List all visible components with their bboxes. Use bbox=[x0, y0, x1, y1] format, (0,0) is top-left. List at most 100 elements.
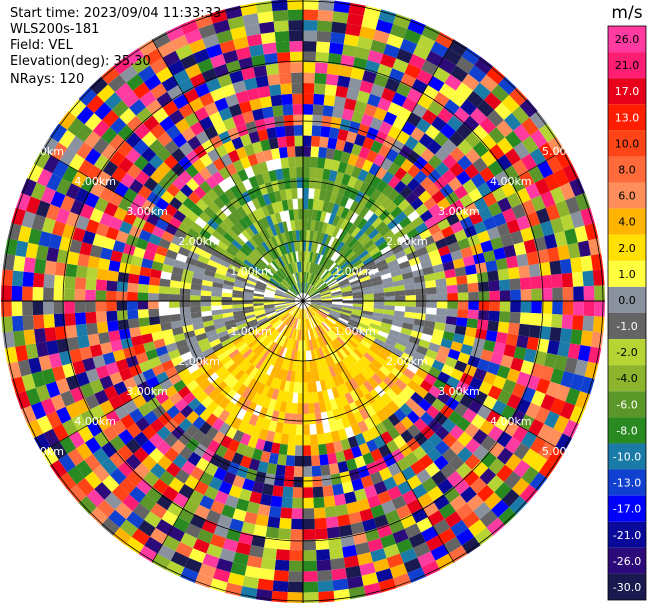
velocity-cell bbox=[373, 514, 389, 529]
velocity-cell bbox=[249, 323, 260, 332]
velocity-cell bbox=[340, 207, 350, 220]
velocity-cell bbox=[529, 436, 547, 455]
velocity-cell bbox=[219, 221, 231, 233]
velocity-cell bbox=[330, 237, 339, 249]
velocity-cell bbox=[261, 271, 272, 280]
velocity-cell bbox=[155, 345, 169, 357]
velocity-cell bbox=[223, 341, 235, 352]
velocity-cell bbox=[477, 182, 492, 198]
velocity-cell bbox=[465, 148, 481, 164]
velocity-cell bbox=[496, 464, 514, 482]
velocity-cell bbox=[84, 471, 102, 490]
velocity-cell bbox=[209, 533, 226, 549]
velocity-cell bbox=[245, 240, 256, 251]
velocity-cell bbox=[363, 582, 382, 597]
velocity-cell bbox=[274, 356, 282, 368]
velocity-cell bbox=[412, 483, 428, 499]
velocity-cell bbox=[54, 261, 67, 277]
velocity-cell bbox=[321, 301, 332, 305]
velocity-cell bbox=[257, 195, 267, 208]
velocity-cell bbox=[479, 419, 495, 436]
velocity-cell bbox=[313, 315, 321, 326]
velocity-cell bbox=[332, 578, 349, 591]
velocity-cell bbox=[330, 341, 339, 352]
velocity-cell bbox=[224, 5, 243, 20]
velocity-cell bbox=[53, 287, 65, 301]
velocity-cell bbox=[364, 404, 376, 418]
velocity-cell bbox=[406, 112, 422, 127]
velocity-cell bbox=[535, 378, 551, 395]
velocity-cell bbox=[279, 311, 289, 320]
velocity-cell bbox=[84, 130, 101, 149]
velocity-cell bbox=[435, 352, 448, 365]
velocity-cell bbox=[221, 296, 233, 301]
velocity-cell bbox=[256, 382, 266, 395]
colorbar-box bbox=[608, 78, 646, 105]
velocity-cell bbox=[456, 528, 475, 546]
velocity-cell bbox=[483, 492, 502, 510]
velocity-cell bbox=[404, 289, 416, 296]
velocity-cell bbox=[195, 332, 208, 342]
velocity-cell bbox=[272, 432, 283, 444]
velocity-cell bbox=[263, 301, 275, 304]
velocity-cell bbox=[90, 404, 106, 421]
velocity-cell bbox=[309, 305, 319, 312]
velocity-cell bbox=[248, 458, 261, 472]
velocity-cell bbox=[300, 329, 303, 341]
velocity-cell bbox=[311, 328, 318, 339]
velocity-cell bbox=[268, 191, 277, 204]
velocity-cell bbox=[311, 135, 321, 147]
velocity-cell bbox=[115, 230, 129, 244]
velocity-cell bbox=[178, 78, 195, 95]
velocity-cell bbox=[444, 323, 457, 334]
velocity-cell bbox=[223, 373, 235, 385]
velocity-cell bbox=[303, 445, 312, 456]
velocity-cell bbox=[378, 121, 393, 135]
velocity-cell bbox=[362, 518, 377, 532]
velocity-cell bbox=[296, 350, 301, 362]
velocity-cell bbox=[404, 523, 422, 539]
velocity-cell bbox=[86, 322, 99, 336]
velocity-cell bbox=[423, 392, 437, 406]
velocity-cell bbox=[205, 264, 218, 273]
velocity-cell bbox=[235, 46, 252, 61]
velocity-cell bbox=[171, 266, 184, 276]
velocity-cell bbox=[317, 325, 325, 336]
velocity-cell bbox=[221, 301, 233, 306]
velocity-cell bbox=[348, 77, 363, 91]
velocity-cell bbox=[159, 470, 175, 486]
velocity-cell bbox=[132, 343, 146, 356]
velocity-cell bbox=[313, 327, 320, 338]
velocity-cell bbox=[418, 339, 431, 350]
velocity-cell bbox=[38, 230, 52, 247]
velocity-cell bbox=[254, 262, 265, 272]
velocity-cell bbox=[402, 222, 416, 234]
velocity-cell bbox=[391, 347, 404, 358]
velocity-cell bbox=[367, 377, 379, 389]
velocity-cell bbox=[315, 348, 322, 360]
velocity-cell bbox=[33, 258, 47, 274]
velocity-cell bbox=[383, 286, 395, 293]
velocity-cell bbox=[92, 464, 110, 482]
velocity-cell bbox=[366, 461, 379, 476]
velocity-cell bbox=[170, 235, 184, 247]
velocity-cell bbox=[189, 121, 205, 136]
velocity-cell bbox=[401, 466, 417, 481]
velocity-cell bbox=[235, 275, 247, 283]
velocity-cell bbox=[178, 507, 195, 524]
velocity-cell bbox=[86, 165, 103, 182]
velocity-cell bbox=[286, 304, 296, 310]
velocity-cell bbox=[570, 373, 585, 392]
range-ring-label: 2.00km bbox=[178, 355, 220, 368]
velocity-cell bbox=[225, 246, 238, 257]
velocity-cell bbox=[491, 84, 510, 103]
velocity-cell bbox=[235, 395, 247, 408]
velocity-cell bbox=[232, 293, 243, 298]
velocity-cell bbox=[420, 425, 435, 440]
velocity-cell bbox=[252, 248, 263, 259]
range-ring-label: 1.00km bbox=[334, 265, 376, 278]
velocity-cell bbox=[521, 199, 536, 216]
velocity-cell bbox=[349, 389, 360, 402]
velocity-cell bbox=[181, 216, 195, 229]
